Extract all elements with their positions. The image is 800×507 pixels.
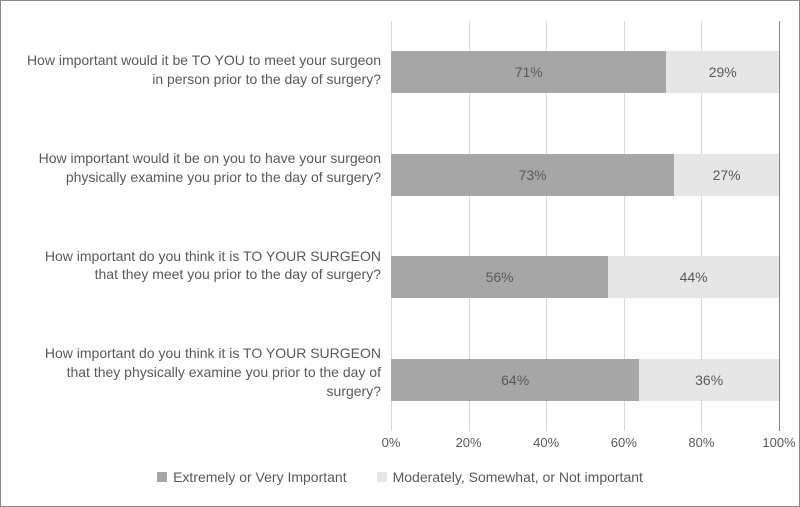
bar-row: 73% 27% [391, 154, 779, 196]
bar-segment-series1: 64% [391, 359, 639, 401]
bar-value-label: 29% [709, 64, 737, 80]
bar-value-label: 27% [713, 167, 741, 183]
bar-segment-series2: 27% [674, 154, 779, 196]
x-tick-label: 40% [533, 435, 559, 450]
bar-segment-series2: 36% [639, 359, 779, 401]
x-tick-label: 0% [382, 435, 401, 450]
bar-value-label: 36% [695, 372, 723, 388]
y-axis-labels: How important would it be TO YOU to meet… [21, 21, 391, 431]
x-axis-ticks: 0%20%40%60%80%100% [391, 435, 779, 455]
x-tick-label: 100% [762, 435, 795, 450]
row-label: How important do you think it is TO YOUR… [21, 247, 381, 285]
bar-row: 64% 36% [391, 359, 779, 401]
bar-segment-series1: 56% [391, 256, 608, 298]
row-label: How important do you think it is TO YOUR… [21, 344, 381, 401]
bar-segment-series1: 71% [391, 51, 666, 93]
legend-swatch-series1 [157, 472, 167, 482]
x-tick-label: 80% [688, 435, 714, 450]
row-label: How important would it be TO YOU to meet… [21, 51, 381, 89]
bars-area: 71% 29% 73% 27% 56% 44% 64% 36% [391, 21, 779, 431]
bar-value-label: 71% [515, 64, 543, 80]
legend-label: Moderately, Somewhat, or Not important [393, 469, 643, 485]
legend-item-series2: Moderately, Somewhat, or Not important [377, 469, 643, 485]
bar-segment-series2: 44% [608, 256, 779, 298]
bar-segment-series1: 73% [391, 154, 674, 196]
row-label: How important would it be on you to have… [21, 149, 381, 187]
x-tick-label: 20% [456, 435, 482, 450]
bar-value-label: 64% [501, 372, 529, 388]
bar-value-label: 56% [486, 269, 514, 285]
legend-item-series1: Extremely or Very Important [157, 469, 347, 485]
bar-value-label: 73% [519, 167, 547, 183]
legend-label: Extremely or Very Important [173, 469, 347, 485]
legend-swatch-series2 [377, 472, 387, 482]
bar-row: 71% 29% [391, 51, 779, 93]
bar-segment-series2: 29% [666, 51, 779, 93]
legend: Extremely or Very Important Moderately, … [21, 469, 779, 485]
x-axis: 0%20%40%60%80%100% [21, 435, 779, 455]
bar-value-label: 44% [680, 269, 708, 285]
x-tick-label: 60% [611, 435, 637, 450]
chart-container: How important would it be TO YOU to meet… [0, 0, 800, 507]
bar-row: 56% 44% [391, 256, 779, 298]
plot-area: How important would it be TO YOU to meet… [21, 21, 779, 431]
